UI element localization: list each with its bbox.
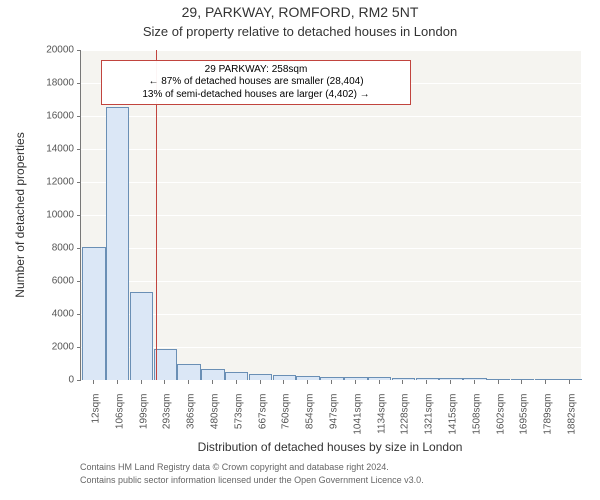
y-tick-label: 16000 bbox=[40, 111, 74, 122]
x-tick-label: 106sqm bbox=[114, 394, 125, 430]
footer-line-2: Contains public sector information licen… bbox=[80, 475, 424, 485]
y-tick-label: 18000 bbox=[40, 78, 74, 89]
annotation-line: ← 87% of detached houses are smaller (28… bbox=[108, 76, 404, 89]
x-tick-label: 480sqm bbox=[209, 394, 220, 430]
bar bbox=[154, 349, 177, 380]
y-tick-label: 0 bbox=[40, 375, 74, 386]
x-tick-label: 667sqm bbox=[257, 394, 268, 430]
y-tick-label: 2000 bbox=[40, 342, 74, 353]
y-axis-title: Number of detached properties bbox=[13, 132, 27, 297]
x-tick-label: 854sqm bbox=[305, 394, 316, 430]
x-tick-label: 573sqm bbox=[233, 394, 244, 430]
annotation-line: 13% of semi-detached houses are larger (… bbox=[108, 89, 404, 102]
y-tick-label: 4000 bbox=[40, 309, 74, 320]
chart-title-2: Size of property relative to detached ho… bbox=[0, 24, 600, 39]
x-tick-label: 12sqm bbox=[90, 394, 101, 424]
x-tick-label: 760sqm bbox=[281, 394, 292, 430]
y-tick-label: 10000 bbox=[40, 210, 74, 221]
x-tick-label: 1041sqm bbox=[352, 394, 363, 435]
y-tick-label: 6000 bbox=[40, 276, 74, 287]
x-tick-label: 1508sqm bbox=[471, 394, 482, 435]
annotation-box: 29 PARKWAY: 258sqm← 87% of detached hous… bbox=[101, 60, 411, 106]
x-tick-label: 1415sqm bbox=[448, 394, 459, 435]
x-tick-label: 1228sqm bbox=[400, 394, 411, 435]
bar bbox=[82, 247, 105, 380]
x-tick-label: 1882sqm bbox=[567, 394, 578, 435]
bar bbox=[106, 107, 129, 380]
annotation-line: 29 PARKWAY: 258sqm bbox=[108, 64, 404, 77]
x-tick-label: 199sqm bbox=[138, 394, 149, 430]
y-tick-label: 12000 bbox=[40, 177, 74, 188]
y-tick-label: 20000 bbox=[40, 45, 74, 56]
y-tick-label: 8000 bbox=[40, 243, 74, 254]
x-axis-title: Distribution of detached houses by size … bbox=[198, 440, 463, 454]
x-tick-label: 1134sqm bbox=[376, 394, 387, 434]
x-tick-label: 1602sqm bbox=[495, 394, 506, 435]
bar bbox=[130, 292, 153, 380]
bar bbox=[225, 372, 248, 380]
plot-area: 29 PARKWAY: 258sqm← 87% of detached hous… bbox=[80, 50, 581, 381]
bar bbox=[463, 378, 486, 380]
y-tick-label: 14000 bbox=[40, 144, 74, 155]
bar bbox=[177, 364, 200, 380]
x-tick-label: 293sqm bbox=[162, 394, 173, 430]
x-tick-label: 947sqm bbox=[329, 394, 340, 430]
x-tick-label: 1789sqm bbox=[543, 394, 554, 435]
x-tick-label: 1321sqm bbox=[424, 394, 435, 435]
chart-title-1: 29, PARKWAY, ROMFORD, RM2 5NT bbox=[0, 4, 600, 20]
footer-line-1: Contains HM Land Registry data © Crown c… bbox=[80, 462, 389, 472]
bar bbox=[344, 377, 367, 380]
bar bbox=[201, 369, 224, 380]
x-tick-label: 386sqm bbox=[186, 394, 197, 430]
x-tick-label: 1695sqm bbox=[519, 394, 530, 435]
